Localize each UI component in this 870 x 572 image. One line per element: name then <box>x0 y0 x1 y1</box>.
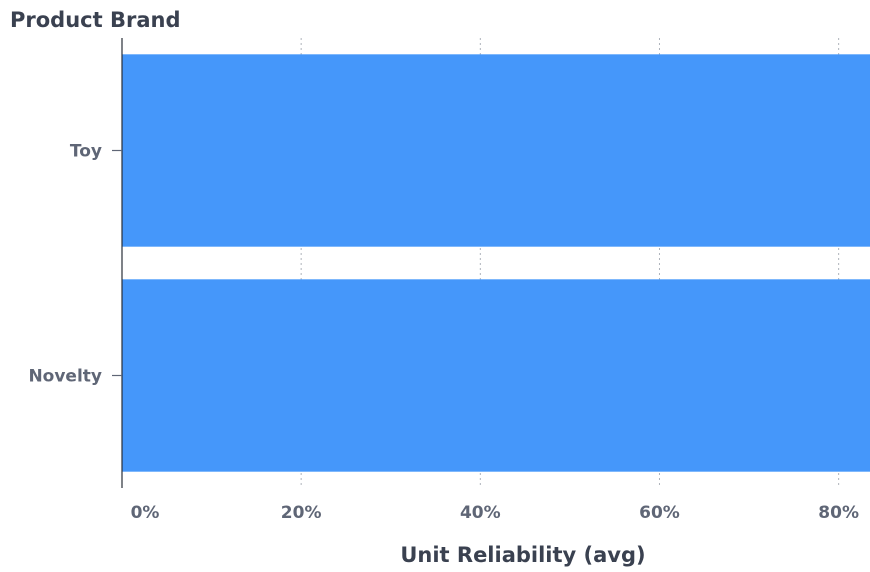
bar-toy <box>122 54 870 247</box>
y-tick-label-toy: Toy <box>70 142 102 162</box>
x-tick-label-0%: 0% <box>131 503 160 523</box>
x-axis-ticks: 0% 20% 40% 60% 80% <box>131 503 859 523</box>
x-axis-title: Unit Reliability (avg) <box>400 543 645 567</box>
y-tick-label-novelty: Novelty <box>28 367 102 387</box>
y-axis-title: Product Brand <box>10 8 180 32</box>
x-tick-label-40%: 40% <box>460 503 501 523</box>
x-tick-label-80%: 80% <box>818 503 859 523</box>
bars <box>122 54 870 472</box>
x-tick-label-60%: 60% <box>639 503 680 523</box>
bar-novelty <box>122 279 870 472</box>
y-axis: Toy Novelty <box>28 38 123 488</box>
x-tick-label-20%: 20% <box>281 503 322 523</box>
